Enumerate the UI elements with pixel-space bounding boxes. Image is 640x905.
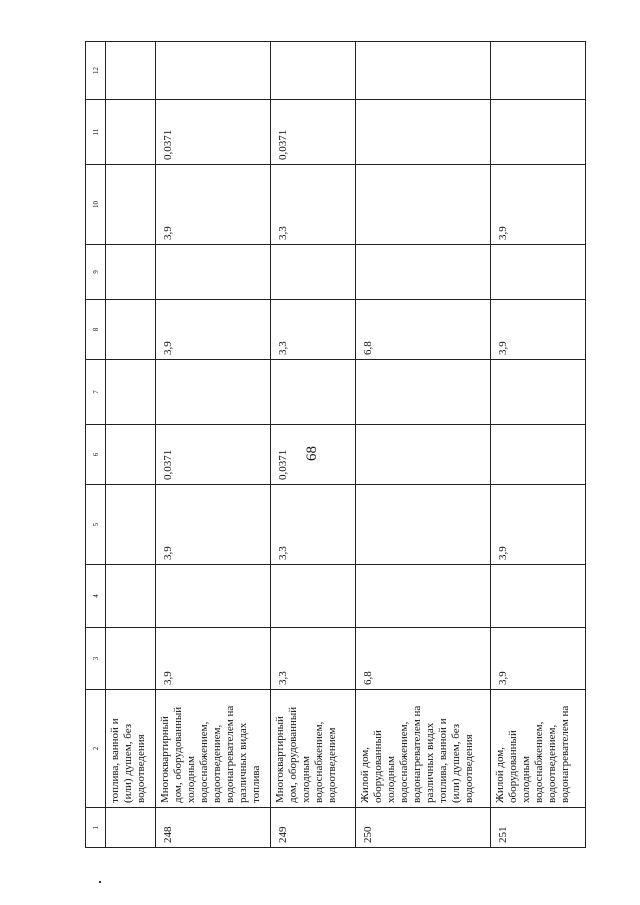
value-cell [490,99,586,165]
value-cell [490,244,586,300]
value-cell [490,359,586,425]
value-cell: 0,0371 [155,424,271,485]
value-cell [105,299,156,360]
rotated-table-wrapper: 1 2 3 4 5 6 7 8 9 10 11 12 топлива, ванной и (или) д… [85,41,586,848]
value-cell [105,424,156,485]
row-number: 249 [270,807,356,848]
value-cell [105,99,156,165]
value-cell: 0,0371 [155,99,271,165]
value-cell: 3,3 [270,164,356,245]
value-cell [105,41,156,100]
value-cell [490,41,586,100]
column-header: 5 [85,484,106,565]
column-header: 1 [85,807,106,848]
tariff-table: 1 2 3 4 5 6 7 8 9 10 11 12 топлива, ванной и (или) д… [85,41,586,848]
value-cell [355,41,491,100]
table-row: 248 Многоквартирный дом, оборудованный хо… [155,41,271,848]
value-cell [270,41,356,100]
column-header: 12 [85,41,106,100]
value-cell [490,424,586,485]
table-row: 250 Жилой дом, оборудованный холодным вод… [355,41,491,848]
housing-description: Жилой дом, оборудованный холодным водосн… [490,689,586,808]
value-cell: 3,9 [155,299,271,360]
value-cell: 3,9 [490,164,586,245]
value-cell [105,359,156,425]
value-cell [105,244,156,300]
value-cell [105,627,156,690]
column-header: 3 [85,627,106,690]
column-header: 2 [85,689,106,808]
value-cell [270,359,356,425]
column-header: 8 [85,299,106,360]
value-cell [155,564,271,628]
table-row: 251 Жилой дом, оборудованный холодным вод… [490,41,586,848]
column-header: 4 [85,564,106,628]
header-row: 1 2 3 4 5 6 7 8 9 10 11 12 [85,41,106,848]
table-row: топлива, ванной и (или) душем, без водоо… [105,41,156,848]
row-number: 251 [490,807,586,848]
value-cell [155,359,271,425]
housing-description: Жилой дом, оборудованный холодным водосн… [355,689,491,808]
row-number: 250 [355,807,491,848]
column-header: 11 [85,99,106,165]
value-cell [105,484,156,565]
row-number [105,807,156,848]
column-header: 7 [85,359,106,425]
scan-speck [99,881,101,883]
value-cell [105,164,156,245]
column-header: 10 [85,164,106,245]
housing-description: топлива, ванной и (или) душем, без водоо… [105,689,156,808]
housing-description: Многоквартирный дом, оборудованный холод… [155,689,271,808]
value-cell: 6,8 [355,627,491,690]
value-cell: 3,9 [490,299,586,360]
value-cell: 3,9 [155,484,271,565]
value-cell [355,564,491,628]
value-cell [155,41,271,100]
value-cell [105,564,156,628]
row-number: 248 [155,807,271,848]
value-cell: 3,9 [490,484,586,565]
value-cell [355,244,491,300]
value-cell [270,564,356,628]
value-cell: 3,9 [155,164,271,245]
value-cell: 3,3 [270,627,356,690]
value-cell [355,164,491,245]
value-cell [355,359,491,425]
value-cell: 0,0371 [270,99,356,165]
housing-description: Многоквартирный дом, оборудованный холод… [270,689,356,808]
value-cell [155,244,271,300]
value-cell: 0,0371 [270,424,356,485]
value-cell [490,564,586,628]
value-cell [355,424,491,485]
value-cell: 3,3 [270,484,356,565]
value-cell: 3,3 [270,299,356,360]
value-cell [270,244,356,300]
column-header: 9 [85,244,106,300]
value-cell: 3,9 [155,627,271,690]
value-cell: 6,8 [355,299,491,360]
value-cell [355,99,491,165]
column-header: 6 [85,424,106,485]
table-row: 249 Многоквартирный дом, оборудованный хо… [270,41,356,848]
value-cell: 3,9 [490,627,586,690]
value-cell [355,484,491,565]
